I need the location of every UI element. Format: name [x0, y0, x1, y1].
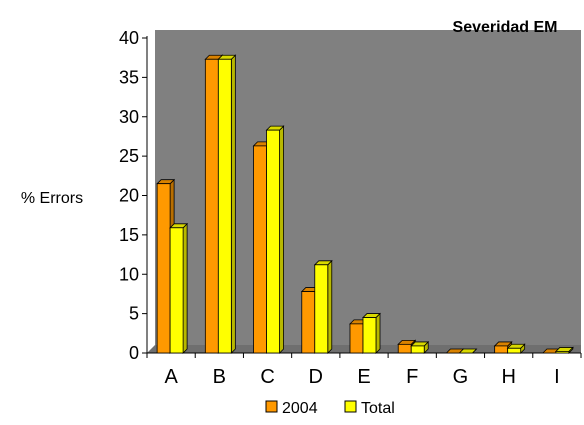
- y-tick-label: 5: [129, 304, 139, 324]
- bar: [362, 312, 381, 354]
- bar: [313, 259, 333, 354]
- bar: [506, 343, 526, 354]
- legend-swatch: [344, 400, 357, 413]
- y-tick-label: 25: [119, 146, 139, 166]
- y-tick-label: 30: [119, 107, 139, 127]
- legend-item: 2004: [265, 400, 318, 417]
- x-tick-label: D: [309, 366, 323, 388]
- x-tick-label: G: [453, 366, 469, 388]
- y-axis-label: % Errors: [21, 190, 83, 207]
- legend: 2004 Total: [265, 400, 395, 417]
- bar: [554, 346, 574, 354]
- x-tick-label: E: [357, 366, 370, 388]
- legend-item: Total: [344, 400, 395, 417]
- x-tick-label: F: [406, 366, 418, 388]
- bar: [410, 340, 430, 354]
- x-tick-label: A: [164, 366, 178, 388]
- y-tick-label: 15: [119, 225, 139, 245]
- bars: [156, 54, 574, 354]
- chart-title: Severidad EM: [453, 19, 558, 36]
- bar: [458, 348, 478, 354]
- y-tick-label: 40: [119, 28, 139, 48]
- y-tick-label: 20: [119, 186, 139, 206]
- bar: [265, 125, 285, 354]
- legend-label: 2004: [282, 400, 318, 417]
- y-tick-label: 35: [119, 67, 139, 87]
- x-tick-label: H: [501, 366, 515, 388]
- bar: [217, 54, 237, 354]
- legend-label: Total: [361, 400, 395, 417]
- x-tick-label: B: [213, 366, 226, 388]
- x-tick-label: I: [554, 366, 560, 388]
- bar: [169, 222, 189, 354]
- legend-swatch: [265, 400, 278, 413]
- x-axis: A B C D E F G H I: [146, 352, 582, 388]
- y-tick-label: 10: [119, 264, 139, 284]
- y-axis: 0 5 10 15 20 25 30 35 40: [119, 28, 148, 363]
- y-tick-label: 0: [129, 343, 139, 363]
- x-tick-label: C: [260, 366, 274, 388]
